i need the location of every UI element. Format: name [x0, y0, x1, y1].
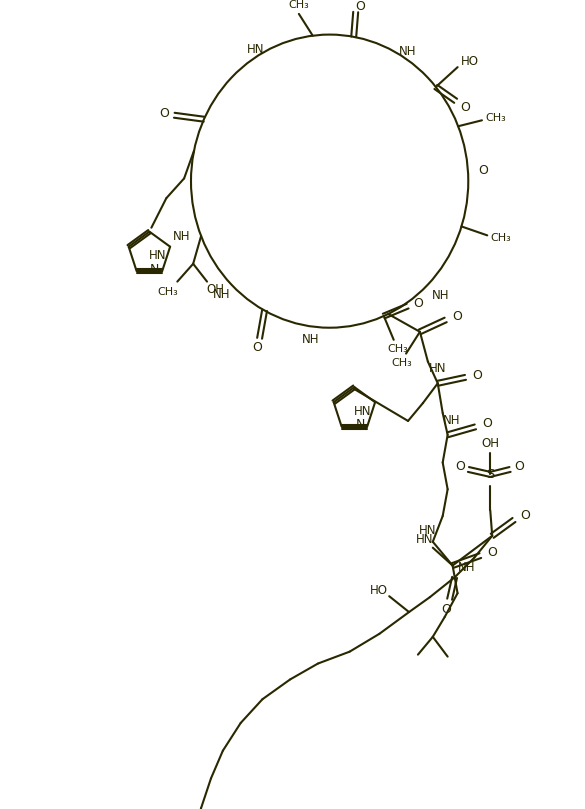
Text: S: S [486, 468, 494, 481]
Text: HN: HN [429, 362, 446, 375]
Text: O: O [456, 460, 466, 473]
Text: HN: HN [419, 524, 436, 537]
Text: O: O [473, 369, 482, 382]
Text: O: O [514, 460, 524, 473]
Text: HN: HN [416, 533, 433, 546]
Text: HO: HO [370, 584, 388, 597]
Text: CH₃: CH₃ [486, 113, 506, 123]
Text: NH: NH [432, 289, 449, 302]
Text: O: O [253, 341, 263, 354]
Text: O: O [479, 164, 488, 177]
Text: CH₃: CH₃ [387, 344, 408, 354]
Text: HN: HN [247, 43, 264, 56]
Text: O: O [160, 107, 169, 120]
Text: O: O [482, 417, 492, 430]
Text: CH₃: CH₃ [491, 233, 511, 244]
Text: O: O [453, 311, 463, 324]
Text: NH: NH [173, 230, 190, 243]
Text: CH₃: CH₃ [288, 0, 309, 10]
Text: CH₃: CH₃ [392, 358, 412, 368]
Text: CH₃: CH₃ [157, 286, 178, 297]
Text: N: N [356, 418, 365, 431]
Text: O: O [460, 101, 470, 114]
Text: HO: HO [460, 55, 479, 68]
Text: NH: NH [302, 332, 319, 346]
Text: N: N [150, 263, 159, 276]
Text: NH: NH [212, 289, 230, 302]
Text: NH: NH [443, 414, 460, 427]
Text: O: O [414, 297, 424, 310]
Text: O: O [356, 0, 366, 13]
Text: O: O [520, 509, 530, 522]
Text: NH: NH [457, 561, 475, 574]
Text: HN: HN [149, 249, 166, 262]
Text: HN: HN [353, 404, 371, 417]
Text: NH: NH [400, 44, 417, 57]
Text: O: O [487, 546, 497, 559]
Text: O: O [442, 603, 452, 616]
Text: OH: OH [206, 283, 224, 296]
Text: OH: OH [481, 437, 499, 451]
